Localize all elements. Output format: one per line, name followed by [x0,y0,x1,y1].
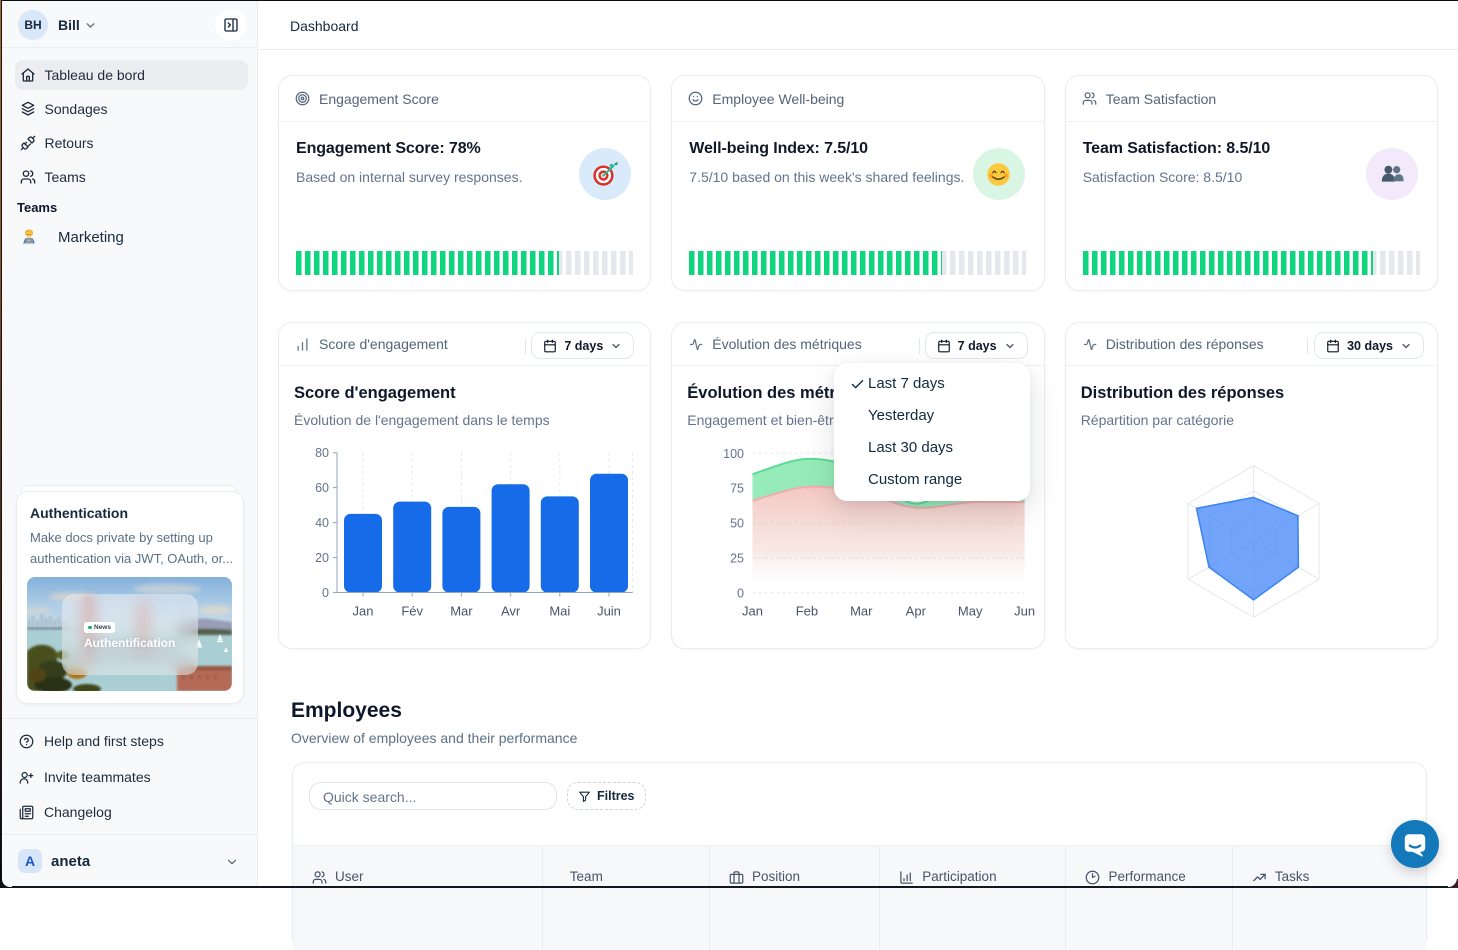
svg-text:Jun: Jun [1014,604,1035,619]
svg-text:Feb: Feb [796,604,818,619]
svg-text:0: 0 [322,586,329,600]
svg-text:25: 25 [730,552,744,566]
svg-text:80: 80 [315,446,329,460]
svg-text:75: 75 [730,482,744,496]
svg-text:100: 100 [723,447,744,461]
svg-text:50: 50 [730,517,744,531]
svg-text:Avr: Avr [501,604,521,619]
svg-text:40: 40 [315,516,329,530]
svg-text:20: 20 [315,551,329,565]
svg-text:Mai: Mai [549,604,570,619]
svg-text:Apr: Apr [906,604,927,619]
svg-text:Mar: Mar [850,604,873,619]
svg-text:0: 0 [737,586,744,600]
svg-text:Jan: Jan [353,604,374,619]
svg-text:Jan: Jan [742,604,763,619]
svg-text:May: May [958,604,983,619]
svg-text:Juin: Juin [597,604,621,619]
svg-text:Mar: Mar [450,604,473,619]
svg-text:60: 60 [315,481,329,495]
svg-text:Fév: Fév [401,604,423,619]
